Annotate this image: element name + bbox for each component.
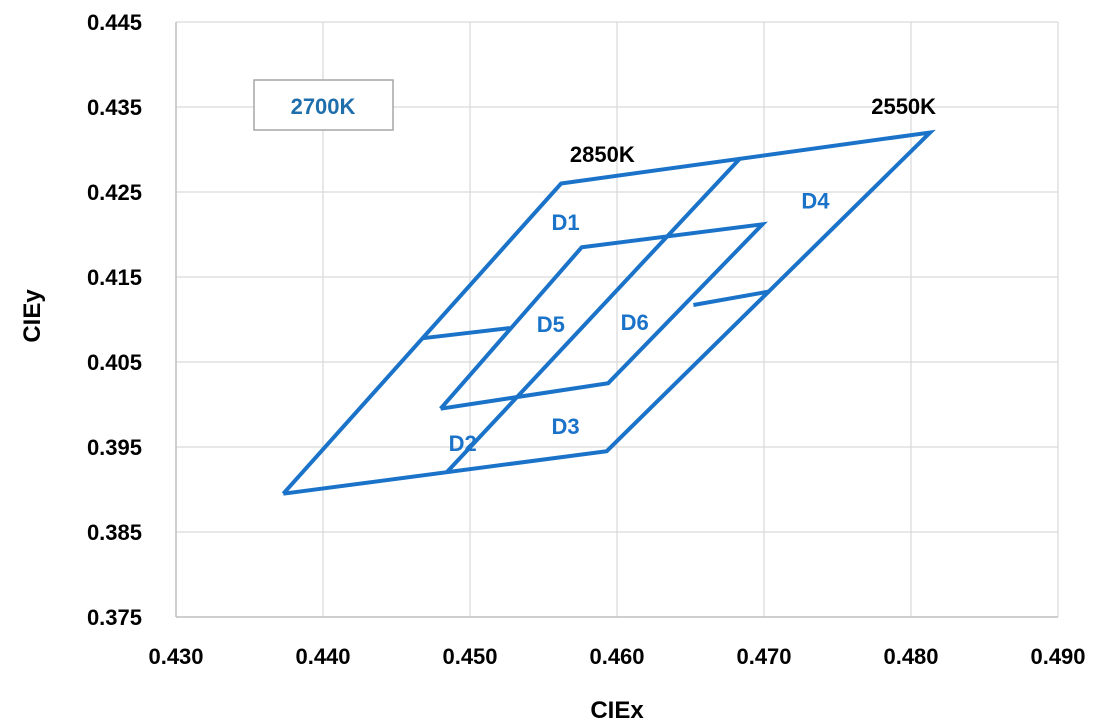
region-label: D4	[801, 189, 830, 214]
y-tick-label: 0.375	[87, 605, 142, 630]
legend-box: 2700K	[253, 79, 394, 131]
series-line	[693, 289, 771, 307]
x-tick-label: 0.440	[295, 644, 350, 669]
y-tick-label: 0.425	[87, 180, 142, 205]
legend-box-frame	[253, 79, 394, 131]
x-axis-title: CIEx	[590, 697, 644, 724]
y-tick-label: 0.385	[87, 520, 142, 545]
region-label: D3	[551, 414, 579, 439]
x-tick-label: 0.450	[442, 644, 497, 669]
chart-labels: D1 D2 D3 D4 D5 D6 2850K 2550K	[449, 94, 937, 456]
x-tick-label: 0.470	[736, 644, 791, 669]
x-tick-label: 0.430	[148, 644, 203, 669]
y-tick-label: 0.405	[87, 350, 142, 375]
y-tick-label: 0.415	[87, 265, 142, 290]
series-line	[422, 326, 510, 341]
region-label: D6	[621, 310, 649, 335]
y-axis-title: CIEy	[19, 289, 46, 343]
series-line	[445, 156, 742, 474]
x-tick-label: 0.490	[1030, 644, 1085, 669]
y-tick-label: 0.435	[87, 95, 142, 120]
region-label: D2	[449, 431, 477, 456]
series-line	[439, 221, 768, 411]
cct-label: 2850K	[570, 142, 635, 167]
axes: 0.430 0.440 0.450 0.460 0.470 0.480 0.490 0.445…	[87, 10, 1086, 669]
legend-box-label: 2700K	[291, 94, 356, 119]
y-tick-label: 0.395	[87, 435, 142, 460]
series-line	[281, 129, 936, 496]
region-label: D1	[551, 210, 579, 235]
cct-label: 2550K	[871, 94, 936, 119]
region-label: D5	[537, 312, 565, 337]
y-tick-label: 0.445	[87, 10, 142, 35]
series-lines	[281, 129, 936, 496]
x-tick-label: 0.460	[589, 644, 644, 669]
x-tick-label: 0.480	[883, 644, 938, 669]
